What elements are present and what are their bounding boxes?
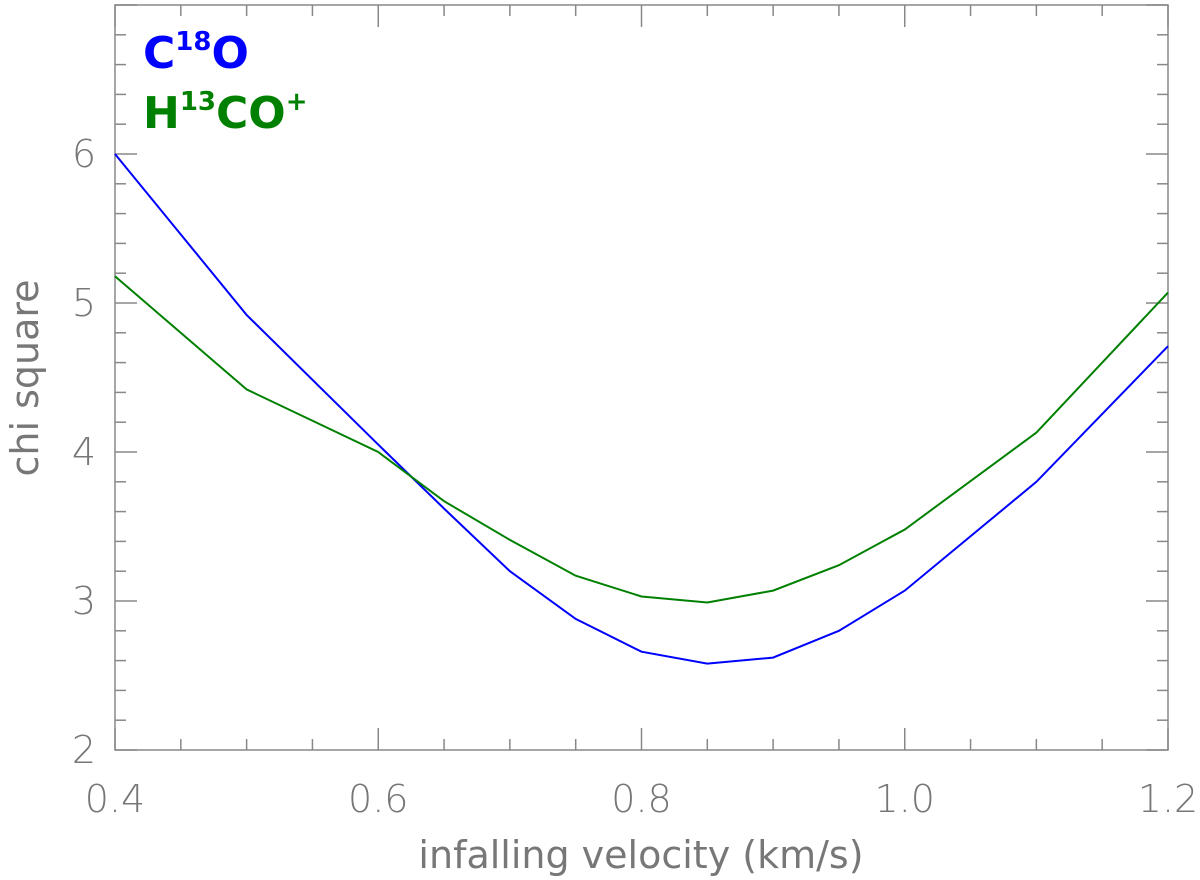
x-tick-label: 0.6 (348, 777, 408, 821)
y-tick-label: 4 (72, 430, 96, 474)
series-line-h13co (114, 275, 1169, 604)
legend: C18O H13CO+ (143, 27, 308, 139)
y-tick-labels: 2 3 4 5 6 (72, 132, 96, 772)
legend-h13co-base: H (143, 88, 180, 139)
legend-c18o-sup: 18 (175, 27, 211, 57)
legend-c18o-base: C (143, 28, 175, 79)
legend-h13co-sup: 13 (180, 87, 216, 117)
x-tick-label: 0.8 (611, 777, 671, 821)
legend-entry-h13co: H13CO+ (143, 87, 308, 139)
y-tick-label: 2 (72, 728, 96, 772)
legend-c18o-rest: O (211, 28, 248, 79)
x-tick-label: 0.4 (85, 777, 145, 821)
x-tick-label: 1.0 (875, 777, 935, 821)
legend-entry-c18o: C18O (143, 27, 249, 79)
x-tick-labels: 0.4 0.6 0.8 1.0 1.2 (85, 777, 1198, 821)
y-tick-label: 6 (72, 132, 96, 176)
legend-h13co-rest: CO (216, 88, 286, 139)
series-lines (114, 153, 1169, 665)
x-axis-title: infalling velocity (km/s) (418, 833, 863, 877)
legend-h13co-sup2: + (286, 87, 308, 117)
axis-ticks (114, 4, 1169, 751)
x-tick-label: 1.2 (1138, 777, 1198, 821)
y-axis-title: chi square (3, 279, 47, 476)
series-line-c18o (114, 153, 1169, 665)
y-tick-label: 3 (72, 579, 96, 623)
y-tick-label: 5 (72, 281, 96, 325)
